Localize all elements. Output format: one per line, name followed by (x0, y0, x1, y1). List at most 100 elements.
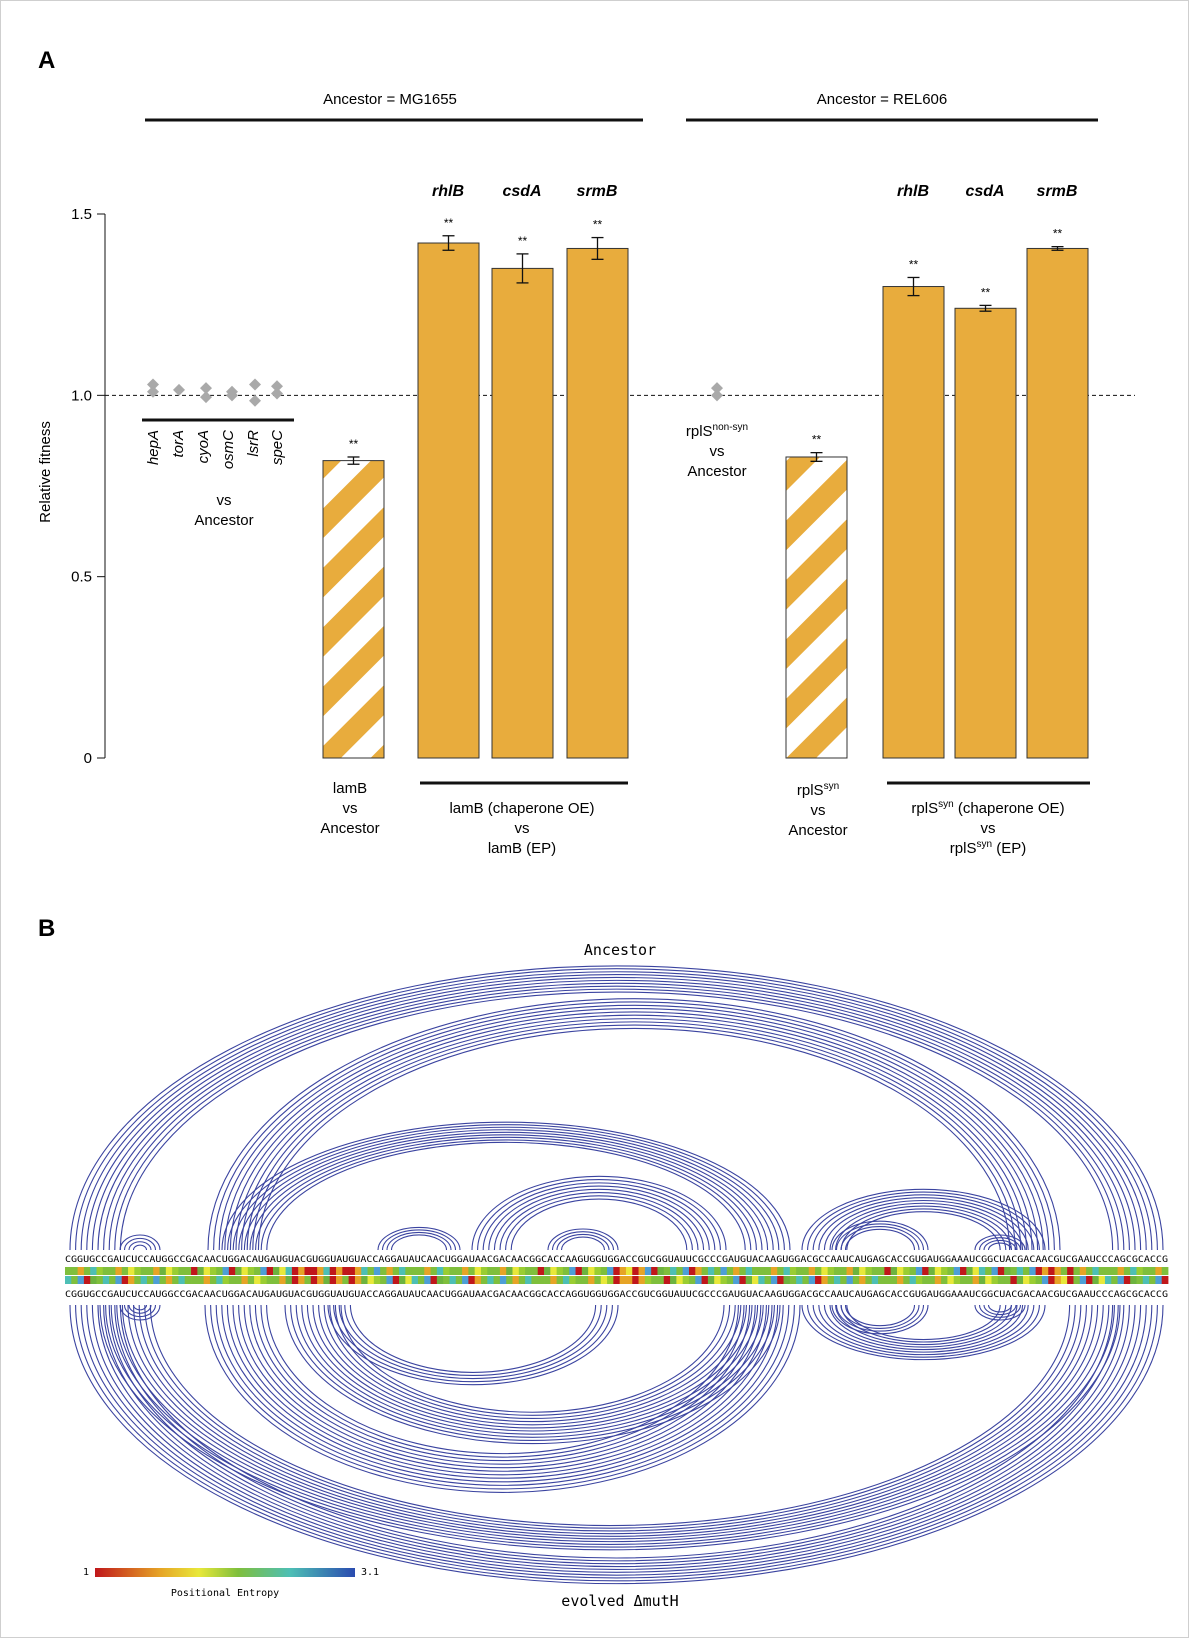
base-pair-arc (983, 1239, 1017, 1251)
rplS-syn-sup: syn (824, 781, 840, 792)
base-pair-arc (204, 1304, 801, 1493)
entropy-cell (348, 1276, 356, 1284)
entropy-cell (739, 1267, 747, 1275)
entropy-cell (109, 1267, 116, 1275)
entropy-cell (1048, 1276, 1055, 1284)
entropy-cell (953, 1276, 961, 1284)
panel-a-letter: A (38, 47, 55, 74)
base-pair-arc (829, 1304, 1018, 1348)
entropy-cell (1104, 1276, 1112, 1284)
base-pair-arc (807, 1191, 1040, 1251)
rplS-chap-l3-sup: syn (976, 839, 992, 850)
entropy-cell (600, 1276, 608, 1284)
base-pair-arc (119, 1234, 161, 1251)
entropy-cell (184, 1267, 192, 1275)
bar (566, 247, 629, 759)
base-pair-arc (327, 1304, 619, 1386)
base-pair-arc (255, 1136, 757, 1251)
entropy-cell (796, 1276, 803, 1284)
entropy-cell (808, 1276, 816, 1284)
gene-header-rhlB-right: rhlB (897, 183, 929, 200)
arc-bottom-title: evolved ΔmutH (561, 1592, 678, 1610)
entropy-cell (525, 1276, 532, 1284)
point-marker (249, 394, 261, 407)
entropy-cell (392, 1267, 400, 1275)
entropy-cell (1161, 1276, 1169, 1284)
lamB-chap-label-2: vs (515, 820, 530, 837)
entropy-cell (354, 1267, 362, 1275)
entropy-cell (670, 1276, 677, 1284)
base-pair-arc (69, 1304, 1164, 1585)
entropy-cell (657, 1276, 665, 1284)
base-pair-arc (108, 985, 1125, 1251)
entropy-cell (462, 1276, 469, 1284)
rplS-syn-base: rplS (797, 782, 824, 799)
entropy-cell (203, 1276, 211, 1284)
bar (417, 242, 480, 759)
entropy-cell (556, 1267, 564, 1275)
entropy-cell (449, 1267, 457, 1275)
entropy-cell (1060, 1276, 1068, 1284)
entropy-cell (424, 1267, 431, 1275)
entropy-cell (909, 1276, 917, 1284)
entropy-cell (172, 1276, 179, 1284)
base-pair-arc (91, 976, 1142, 1251)
entropy-cell (512, 1267, 520, 1275)
entropy-cell (752, 1267, 759, 1275)
entropy-cell (777, 1267, 784, 1275)
entropy-cell (260, 1267, 268, 1275)
y-tick-label: 1.0 (71, 387, 92, 404)
entropy-cell (1035, 1276, 1043, 1284)
entropy-cell (209, 1267, 217, 1275)
base-pair-arc (807, 1304, 1040, 1358)
base-pair-arc (227, 1124, 785, 1251)
entropy-cell (531, 1267, 539, 1275)
entropy-cell (915, 1276, 923, 1284)
base-pair-arc (119, 1304, 161, 1321)
entropy-cell (991, 1267, 999, 1275)
entropy-cell (865, 1267, 873, 1275)
bar (322, 460, 385, 759)
entropy-cell (83, 1267, 91, 1275)
base-pair-arc (844, 1304, 916, 1327)
point-series (147, 378, 723, 407)
base-pair-arc (556, 1233, 610, 1251)
entropy-cell (688, 1267, 696, 1275)
entropy-cell (96, 1276, 104, 1284)
entropy-cell (399, 1267, 406, 1275)
entropy-cell (380, 1267, 387, 1275)
panel-b-letter: B (38, 915, 55, 942)
entropy-cell (588, 1267, 595, 1275)
entropy-cell (405, 1267, 413, 1275)
gene-header-csdA-right: csdA (965, 183, 1004, 200)
entropy-cell (140, 1267, 148, 1275)
entropy-cell (991, 1276, 999, 1284)
base-pair-arc (493, 1188, 705, 1251)
base-pair-arc (128, 1304, 152, 1314)
entropy-cell (474, 1267, 482, 1275)
base-pair-arc (831, 1304, 929, 1335)
entropy-cell (1123, 1267, 1131, 1275)
base-pair-arc (257, 1027, 1011, 1251)
entropy-cell (1060, 1267, 1068, 1275)
entropy-cell (714, 1276, 721, 1284)
entropy-cell (581, 1276, 589, 1284)
base-pair-arc (829, 1202, 1018, 1251)
rplS-nonsyn-label-2: vs (710, 443, 725, 460)
point-marker (711, 389, 723, 402)
entropy-cell (235, 1276, 242, 1284)
base-pair-arc (290, 1304, 775, 1441)
base-pair-arc (246, 1021, 1022, 1251)
entropy-cell (890, 1267, 898, 1275)
base-pair-arc (338, 1304, 608, 1380)
base-pair-arc (238, 1129, 774, 1251)
base-pair-arc (823, 1199, 1024, 1251)
base-pair-arc (99, 1304, 1121, 1551)
entropy-cell (556, 1276, 564, 1284)
entropy-cell (896, 1267, 904, 1275)
base-pair-arc (840, 1226, 920, 1251)
entropy-cell (550, 1276, 558, 1284)
base-pair-arc (123, 1304, 157, 1318)
entropy-cell (878, 1276, 885, 1284)
entropy-cell (329, 1276, 337, 1284)
